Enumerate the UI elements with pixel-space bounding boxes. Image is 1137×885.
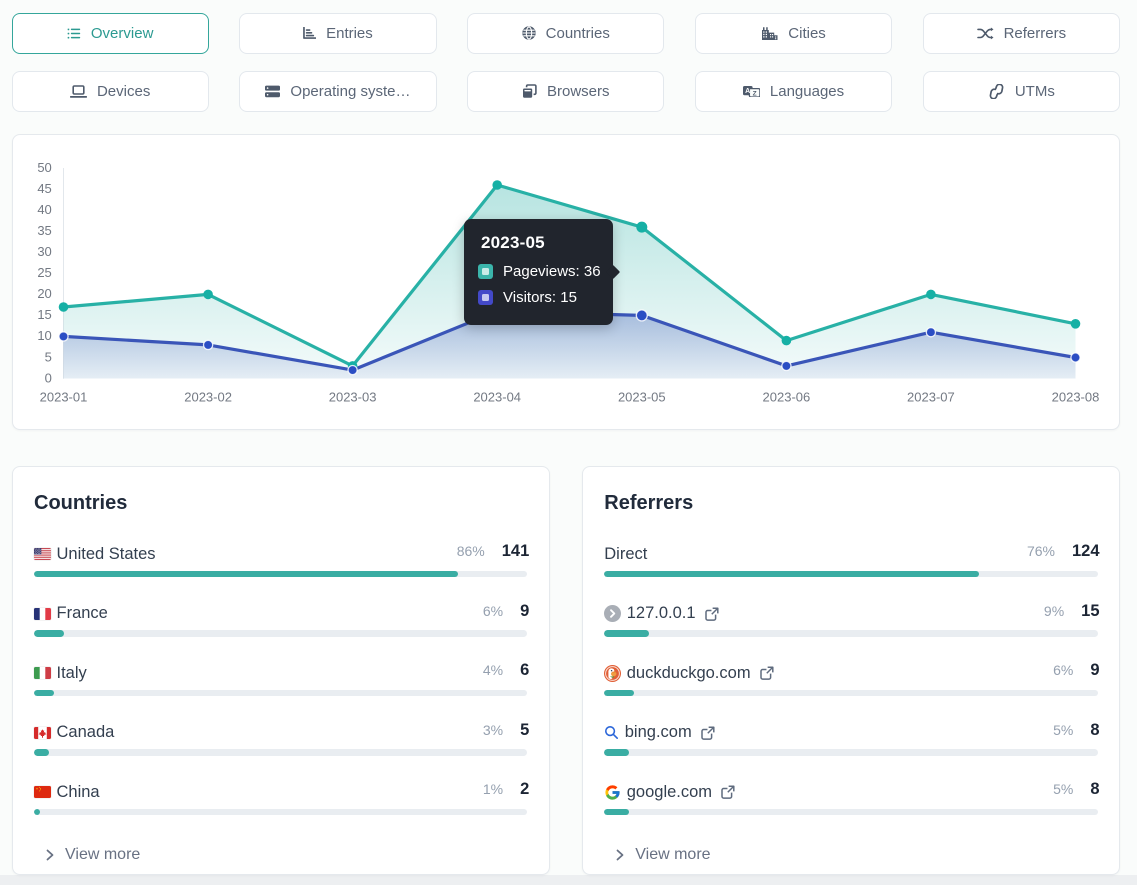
svg-text:Z: Z: [752, 90, 756, 97]
svg-text:2023-03: 2023-03: [328, 389, 376, 404]
svg-text:5: 5: [44, 349, 51, 364]
svg-text:2023-06: 2023-06: [762, 389, 810, 404]
svg-text:A: A: [745, 88, 750, 95]
svg-text:15: 15: [37, 307, 51, 322]
svg-text:2023-08: 2023-08: [1051, 389, 1099, 404]
svg-text:40: 40: [37, 202, 51, 217]
svg-text:10: 10: [37, 328, 51, 343]
svg-text:25: 25: [37, 265, 51, 280]
svg-text:2023-07: 2023-07: [907, 389, 955, 404]
svg-text:0: 0: [44, 370, 51, 385]
svg-text:2023-02: 2023-02: [184, 389, 232, 404]
svg-text:35: 35: [37, 223, 51, 238]
svg-text:2023-04: 2023-04: [473, 389, 521, 404]
svg-text:45: 45: [37, 181, 51, 196]
svg-text:30: 30: [37, 244, 51, 259]
svg-text:20: 20: [37, 286, 51, 301]
svg-text:2023-01: 2023-01: [39, 389, 87, 404]
svg-text:50: 50: [37, 160, 51, 175]
svg-text:2023-05: 2023-05: [617, 389, 665, 404]
